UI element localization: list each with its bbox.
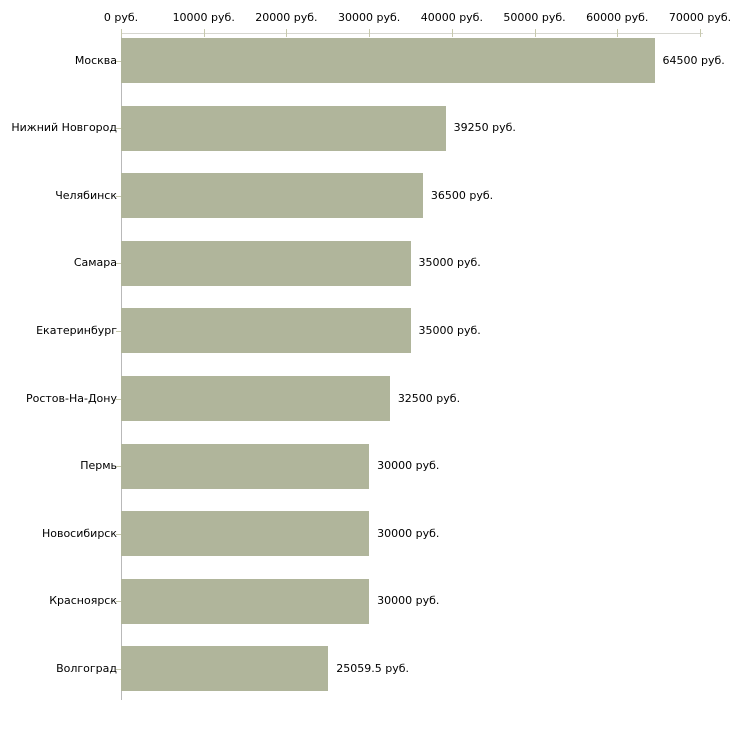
x-axis-tick-label: 70000 руб.: [668, 11, 730, 24]
value-label: 35000 руб.: [418, 323, 481, 337]
category-label: Челябинск: [55, 188, 117, 202]
category-tick-mark: [116, 330, 122, 332]
category-label: Самара: [73, 256, 117, 270]
value-label: 30000 руб.: [377, 526, 440, 540]
x-axis-line: [121, 33, 703, 34]
x-axis-tick: [369, 29, 371, 37]
bar: [121, 105, 446, 151]
bar: [121, 578, 370, 624]
x-axis-tick: [617, 29, 619, 37]
category-tick-mark: [116, 601, 122, 603]
category-label: Нижний Новгород: [11, 121, 117, 135]
value-label: 39250 руб.: [453, 121, 516, 135]
category-label: Новосибирск: [41, 526, 117, 540]
value-label: 30000 руб.: [377, 594, 440, 608]
category-label: Волгоград: [56, 661, 117, 675]
value-label: 36500 руб.: [430, 188, 494, 202]
x-axis-tick: [286, 29, 288, 37]
bar: [121, 511, 370, 557]
category-tick-mark: [116, 466, 122, 468]
category-tick-mark: [116, 195, 122, 197]
x-axis-tick-label: 0 руб.: [103, 11, 139, 24]
category-tick-mark: [116, 128, 122, 130]
bar: [121, 443, 370, 489]
category-label: Москва: [74, 53, 117, 67]
category-label: Екатеринбург: [36, 323, 117, 337]
category-tick-mark: [116, 263, 122, 265]
bar: [121, 173, 423, 219]
bar: [121, 376, 390, 421]
category-label: Пермь: [80, 459, 117, 473]
category-tick-mark: [116, 60, 122, 62]
category-label: Красноярск: [49, 594, 117, 608]
x-axis-tick: [203, 29, 205, 37]
value-label: 30000 руб.: [377, 459, 440, 473]
x-axis-tick-label: 10000 руб.: [172, 11, 235, 24]
x-axis-tick-label: 60000 руб.: [586, 11, 649, 24]
x-axis-tick-label: 40000 руб.: [420, 11, 483, 24]
value-label: 25059.5 руб.: [336, 661, 410, 675]
x-axis-tick-label: 50000 руб.: [503, 11, 566, 24]
category-tick-mark: [116, 398, 122, 400]
bar: [121, 308, 411, 354]
value-label: 64500 руб.: [662, 53, 725, 67]
x-axis-tick: [121, 29, 122, 37]
x-axis-tick-label: 20000 руб.: [255, 11, 318, 24]
x-axis-tick-label: 30000 руб.: [338, 11, 401, 24]
bar: [121, 38, 655, 83]
x-axis-tick: [700, 29, 701, 37]
value-label: 32500 руб.: [397, 391, 461, 405]
bar: [121, 240, 411, 286]
x-axis-tick: [534, 29, 536, 37]
value-label: 35000 руб.: [418, 256, 481, 270]
bar: [121, 646, 329, 692]
category-tick-mark: [116, 533, 122, 535]
y-axis-line: [121, 33, 122, 700]
category-label: Ростов-На-Дону: [25, 391, 117, 405]
category-tick-mark: [116, 668, 122, 670]
x-axis-tick: [451, 29, 453, 37]
